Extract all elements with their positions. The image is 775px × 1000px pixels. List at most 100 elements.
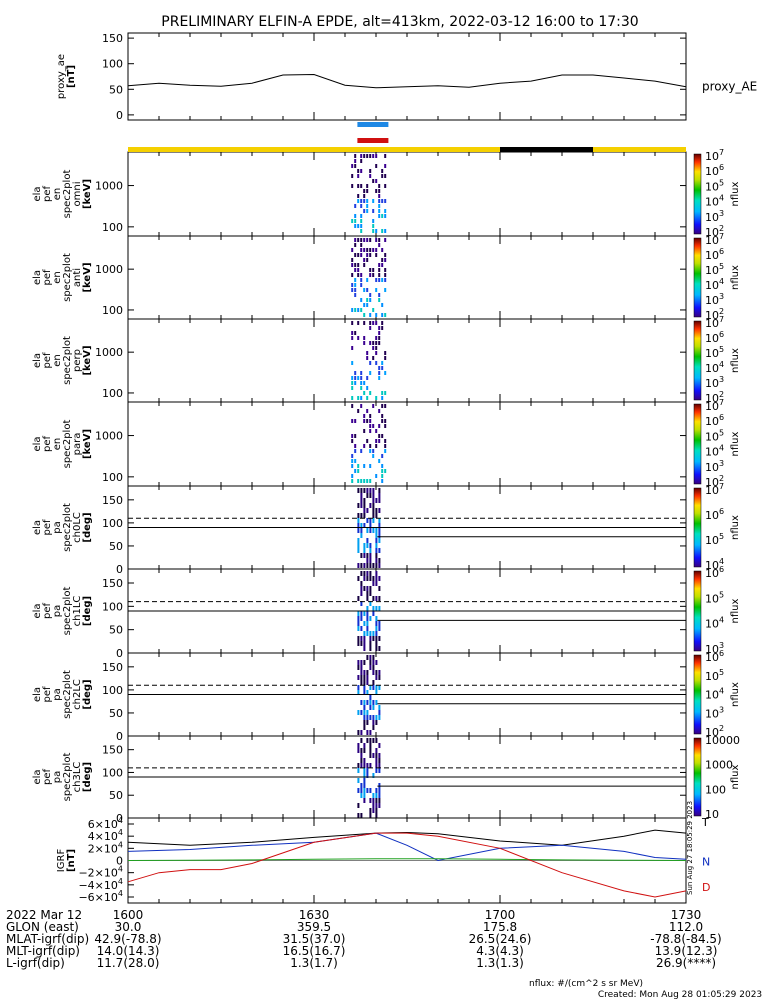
spec-cell <box>384 449 387 453</box>
colorbar-tick-label: 105 <box>705 345 724 360</box>
spec-cell <box>354 381 357 385</box>
colorbar-tick-label: 103 <box>705 292 724 307</box>
spec-cell <box>375 336 378 340</box>
spec-cell <box>375 474 378 478</box>
spec-cell <box>363 498 366 503</box>
spec-cell <box>372 268 375 272</box>
figure-title: PRELIMINARY ELFIN-A EPDE, alt=413km, 202… <box>161 14 638 30</box>
spec-cell <box>363 154 366 158</box>
spec-cell <box>375 543 378 548</box>
spec-cell <box>351 439 354 443</box>
spec-cell <box>372 773 375 778</box>
spec-cell <box>354 263 357 267</box>
spec-cell <box>375 758 378 763</box>
spec-cell <box>363 263 366 267</box>
spec-cell <box>360 278 363 282</box>
spec-cell <box>354 371 357 375</box>
spec-cell <box>378 636 381 641</box>
spec-cell <box>360 488 363 493</box>
spec-cell <box>372 209 375 213</box>
spec-cell <box>366 558 369 563</box>
spec-cell <box>360 498 363 503</box>
spec-cell <box>384 419 387 423</box>
spec-cell <box>357 743 360 748</box>
spec-cell <box>369 553 372 558</box>
spec-cell <box>360 219 363 223</box>
spec-cell <box>372 308 375 312</box>
spec-cell <box>384 444 387 448</box>
series-label: proxy_AE <box>702 80 757 94</box>
spec-cell <box>366 409 369 413</box>
spec-cell <box>384 351 387 355</box>
series-line-proxy-ae <box>127 73 687 89</box>
spec-cell <box>363 209 366 213</box>
spec-cell <box>357 690 360 695</box>
colorbar-tick-label: 106 <box>705 247 724 262</box>
ephemeris-value: 42.9(-78.8) <box>94 932 161 946</box>
spec-cell <box>378 596 381 601</box>
igrf-series-E <box>127 858 687 861</box>
spec-cell <box>357 563 360 568</box>
spec-cell <box>366 508 369 513</box>
ephemeris-value: 4.3(4.3) <box>476 944 524 958</box>
spec-cell <box>360 298 363 302</box>
colorbar-tick-label: 104 <box>705 616 724 631</box>
spec-cell <box>372 454 375 458</box>
spec-cell <box>375 788 378 793</box>
spec-cell <box>351 376 354 380</box>
spec-cell <box>369 646 372 651</box>
spec-cell <box>384 288 387 292</box>
spec-cell <box>360 386 363 390</box>
spec-cell <box>360 783 363 788</box>
spec-cell <box>360 214 363 218</box>
spec-cell <box>378 498 381 503</box>
spec-cell <box>372 611 375 616</box>
ytick-label: 0 <box>116 855 123 868</box>
spec-cell <box>369 174 372 178</box>
spec-cell <box>363 680 366 685</box>
colorbar-tick-label: 102 <box>705 724 724 739</box>
spec-cell <box>378 783 381 788</box>
spec-cell <box>369 464 372 468</box>
colorbar-tick-label: 106 <box>705 565 724 580</box>
colorbar-label: nflux <box>730 764 741 789</box>
spec-cell <box>372 596 375 601</box>
spec-cell <box>375 768 378 773</box>
spec-cell <box>357 268 360 272</box>
spec-cell <box>363 705 366 710</box>
spec-cell <box>363 321 366 325</box>
spec-cell <box>366 543 369 548</box>
spec-cell <box>366 680 369 685</box>
spec-cell <box>369 273 372 277</box>
spec-cell <box>378 341 381 345</box>
colorbar-tick-label: 107 <box>705 398 724 413</box>
spec-cell <box>357 523 360 528</box>
spec-cell <box>360 204 363 208</box>
ytick-label: 0 <box>116 812 123 825</box>
colorbar-tick-label: 107 <box>705 232 724 247</box>
igrf-legend-N: N <box>702 856 710 869</box>
spec-cell <box>366 586 369 591</box>
spec-cell <box>357 636 360 641</box>
spec-cell <box>363 464 366 468</box>
ytick-label: 150 <box>102 744 123 757</box>
spec-cell <box>363 670 366 675</box>
spec-cell <box>363 513 366 518</box>
spec-cell <box>372 273 375 277</box>
spec-cell <box>357 763 360 768</box>
spec-cell <box>366 351 369 355</box>
ephemeris-value: 26.9(****) <box>656 956 716 970</box>
ytick-label: 50 <box>109 540 123 553</box>
ephemeris-value: 1730 <box>671 908 702 922</box>
day-night-yellow-bar <box>128 147 686 152</box>
spec-cell <box>378 788 381 793</box>
spec-cell <box>372 700 375 705</box>
spec-cell <box>360 224 363 228</box>
spec-cell <box>366 720 369 725</box>
spec-cell <box>366 386 369 390</box>
spec-cell <box>366 518 369 523</box>
spec-cell <box>375 288 378 292</box>
spec-cell <box>360 169 363 173</box>
spec-cell <box>363 743 366 748</box>
spec-cell <box>360 184 363 188</box>
